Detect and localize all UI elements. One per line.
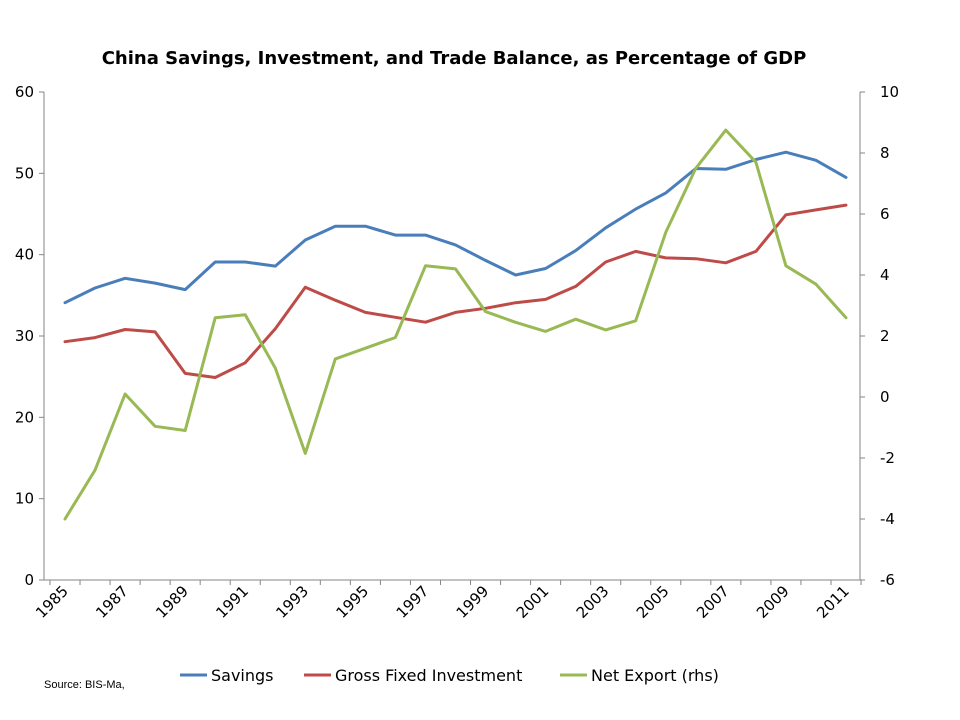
x-tick-label: 1985 — [32, 582, 72, 622]
source-note: Source: BIS-Ma, — [44, 679, 125, 691]
right-tick-label: -2 — [880, 449, 895, 467]
right-tick-label: 8 — [880, 144, 890, 162]
x-tick-label: 2009 — [753, 582, 793, 622]
right-tick-label: 0 — [880, 388, 890, 406]
legend-label: Gross Fixed Investment — [335, 666, 522, 685]
left-axis-ticks: 0 10 20 30 40 50 60 — [15, 83, 44, 589]
x-tick-label: 2001 — [513, 582, 553, 622]
x-tick-label: 2011 — [813, 582, 853, 622]
right-tick-label: 4 — [880, 266, 890, 284]
x-tick-label: 1993 — [272, 582, 312, 622]
x-axis-ticks: 1985 1987 1989 1991 1993 1995 1997 1999 2001 2003… — [32, 580, 862, 622]
series-lines — [63, 128, 848, 521]
legend-label: Savings — [211, 666, 274, 685]
x-tick-label: 1989 — [152, 582, 192, 622]
x-tick-label: 1999 — [453, 582, 493, 622]
x-tick-label: 2007 — [693, 582, 733, 622]
series-line-net-export-rhs — [63, 128, 848, 521]
right-tick-label: 10 — [880, 83, 899, 101]
series-line-gross-fixed-investment — [63, 203, 848, 379]
legend-label: Net Export (rhs) — [591, 666, 719, 685]
right-tick-label: 6 — [880, 205, 890, 223]
x-tick-label: 2005 — [633, 582, 673, 622]
x-tick-label: 1991 — [212, 582, 252, 622]
left-tick-label: 20 — [15, 408, 34, 426]
left-tick-label: 60 — [15, 83, 34, 101]
right-axis-ticks: -6 -4 -2 0 2 4 6 8 10 — [860, 83, 899, 589]
x-tick-label: 1987 — [92, 582, 132, 622]
right-tick-label: 2 — [880, 327, 890, 345]
right-tick-label: -6 — [880, 571, 895, 589]
x-tick-label: 1995 — [332, 582, 372, 622]
right-tick-label: -4 — [880, 510, 895, 528]
left-tick-label: 50 — [15, 164, 34, 182]
x-tick-label: 1997 — [393, 582, 433, 622]
left-tick-label: 40 — [15, 246, 34, 264]
left-tick-label: 10 — [15, 490, 34, 508]
chart-title: China Savings, Investment, and Trade Bal… — [102, 48, 807, 69]
legend: Savings Gross Fixed Investment Net Export … — [180, 666, 719, 685]
x-tick-label: 2003 — [573, 582, 613, 622]
series-line-savings — [63, 150, 848, 305]
left-tick-label: 30 — [15, 327, 34, 345]
left-tick-label: 0 — [24, 571, 34, 589]
